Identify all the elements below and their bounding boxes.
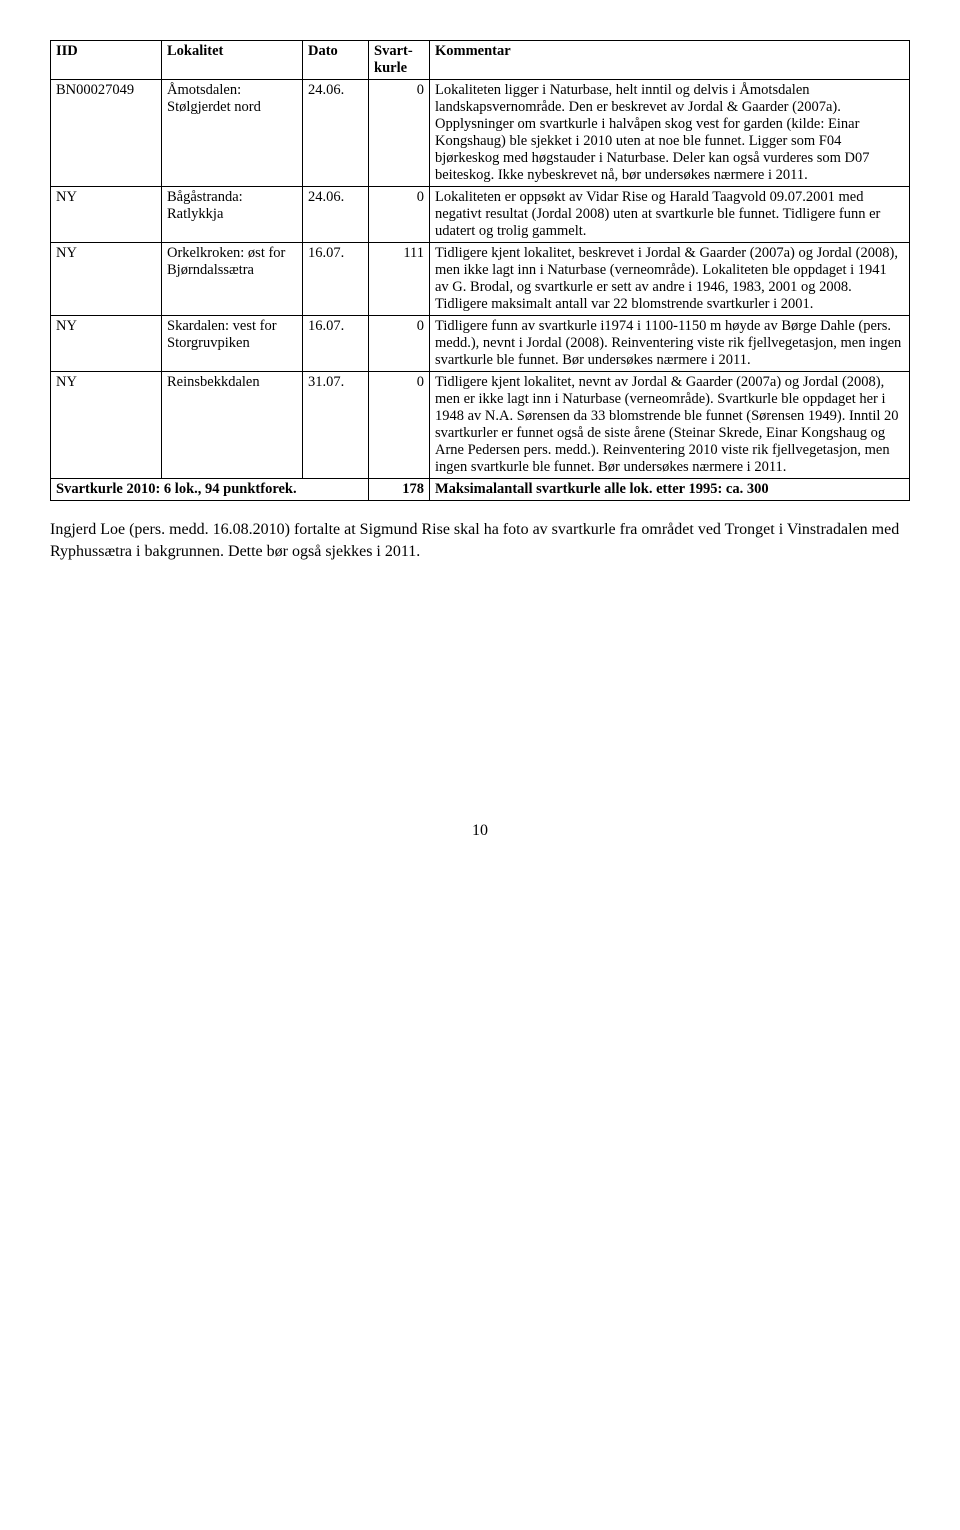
table-footer-row: Svartkurle 2010: 6 lok., 94 punktforek. …	[51, 479, 910, 501]
table-row: NYReinsbekkdalen31.07.0Tidligere kjent l…	[51, 372, 910, 479]
cell-svartkurle: 0	[369, 372, 430, 479]
cell-lokalitet: Reinsbekkdalen	[162, 372, 303, 479]
table-row: NYSkardalen: vest for Storgruvpiken16.07…	[51, 316, 910, 372]
header-svartkurle: Svart-kurle	[369, 41, 430, 80]
cell-kommentar: Lokaliteten ligger i Naturbase, helt inn…	[430, 80, 910, 187]
footer-svart: 178	[369, 479, 430, 501]
cell-kommentar: Tidligere kjent lokalitet, nevnt av Jord…	[430, 372, 910, 479]
cell-dato: 16.07.	[303, 243, 369, 316]
body-paragraph: Ingjerd Loe (pers. medd. 16.08.2010) for…	[50, 519, 910, 562]
cell-lokalitet: Orkelkroken: øst for Bjørndalssætra	[162, 243, 303, 316]
cell-dato: 16.07.	[303, 316, 369, 372]
cell-lokalitet: Bågåstranda: Ratlykkja	[162, 187, 303, 243]
cell-dato: 31.07.	[303, 372, 369, 479]
footer-right: Maksimalantall svartkurle alle lok. ette…	[430, 479, 910, 501]
cell-iid: NY	[51, 187, 162, 243]
table-row: NYOrkelkroken: øst for Bjørndalssætra16.…	[51, 243, 910, 316]
cell-dato: 24.06.	[303, 187, 369, 243]
table-row: BN00027049Åmotsdalen: Stølgjerdet nord24…	[51, 80, 910, 187]
cell-kommentar: Tidligere funn av svartkurle i1974 i 110…	[430, 316, 910, 372]
cell-svartkurle: 0	[369, 80, 430, 187]
cell-dato: 24.06.	[303, 80, 369, 187]
header-dato: Dato	[303, 41, 369, 80]
page-number: 10	[50, 822, 910, 840]
cell-iid: BN00027049	[51, 80, 162, 187]
cell-iid: NY	[51, 316, 162, 372]
cell-svartkurle: 111	[369, 243, 430, 316]
header-lokalitet: Lokalitet	[162, 41, 303, 80]
header-kommentar: Kommentar	[430, 41, 910, 80]
cell-svartkurle: 0	[369, 187, 430, 243]
table-header-row: IID Lokalitet Dato Svart-kurle Kommentar	[51, 41, 910, 80]
cell-iid: NY	[51, 372, 162, 479]
cell-svartkurle: 0	[369, 316, 430, 372]
locality-table: IID Lokalitet Dato Svart-kurle Kommentar…	[50, 40, 910, 501]
cell-kommentar: Lokaliteten er oppsøkt av Vidar Rise og …	[430, 187, 910, 243]
table-row: NYBågåstranda: Ratlykkja24.06.0Lokalitet…	[51, 187, 910, 243]
cell-lokalitet: Åmotsdalen: Stølgjerdet nord	[162, 80, 303, 187]
cell-iid: NY	[51, 243, 162, 316]
header-iid: IID	[51, 41, 162, 80]
cell-kommentar: Tidligere kjent lokalitet, beskrevet i J…	[430, 243, 910, 316]
table-body: BN00027049Åmotsdalen: Stølgjerdet nord24…	[51, 80, 910, 479]
footer-left: Svartkurle 2010: 6 lok., 94 punktforek.	[51, 479, 369, 501]
cell-lokalitet: Skardalen: vest for Storgruvpiken	[162, 316, 303, 372]
